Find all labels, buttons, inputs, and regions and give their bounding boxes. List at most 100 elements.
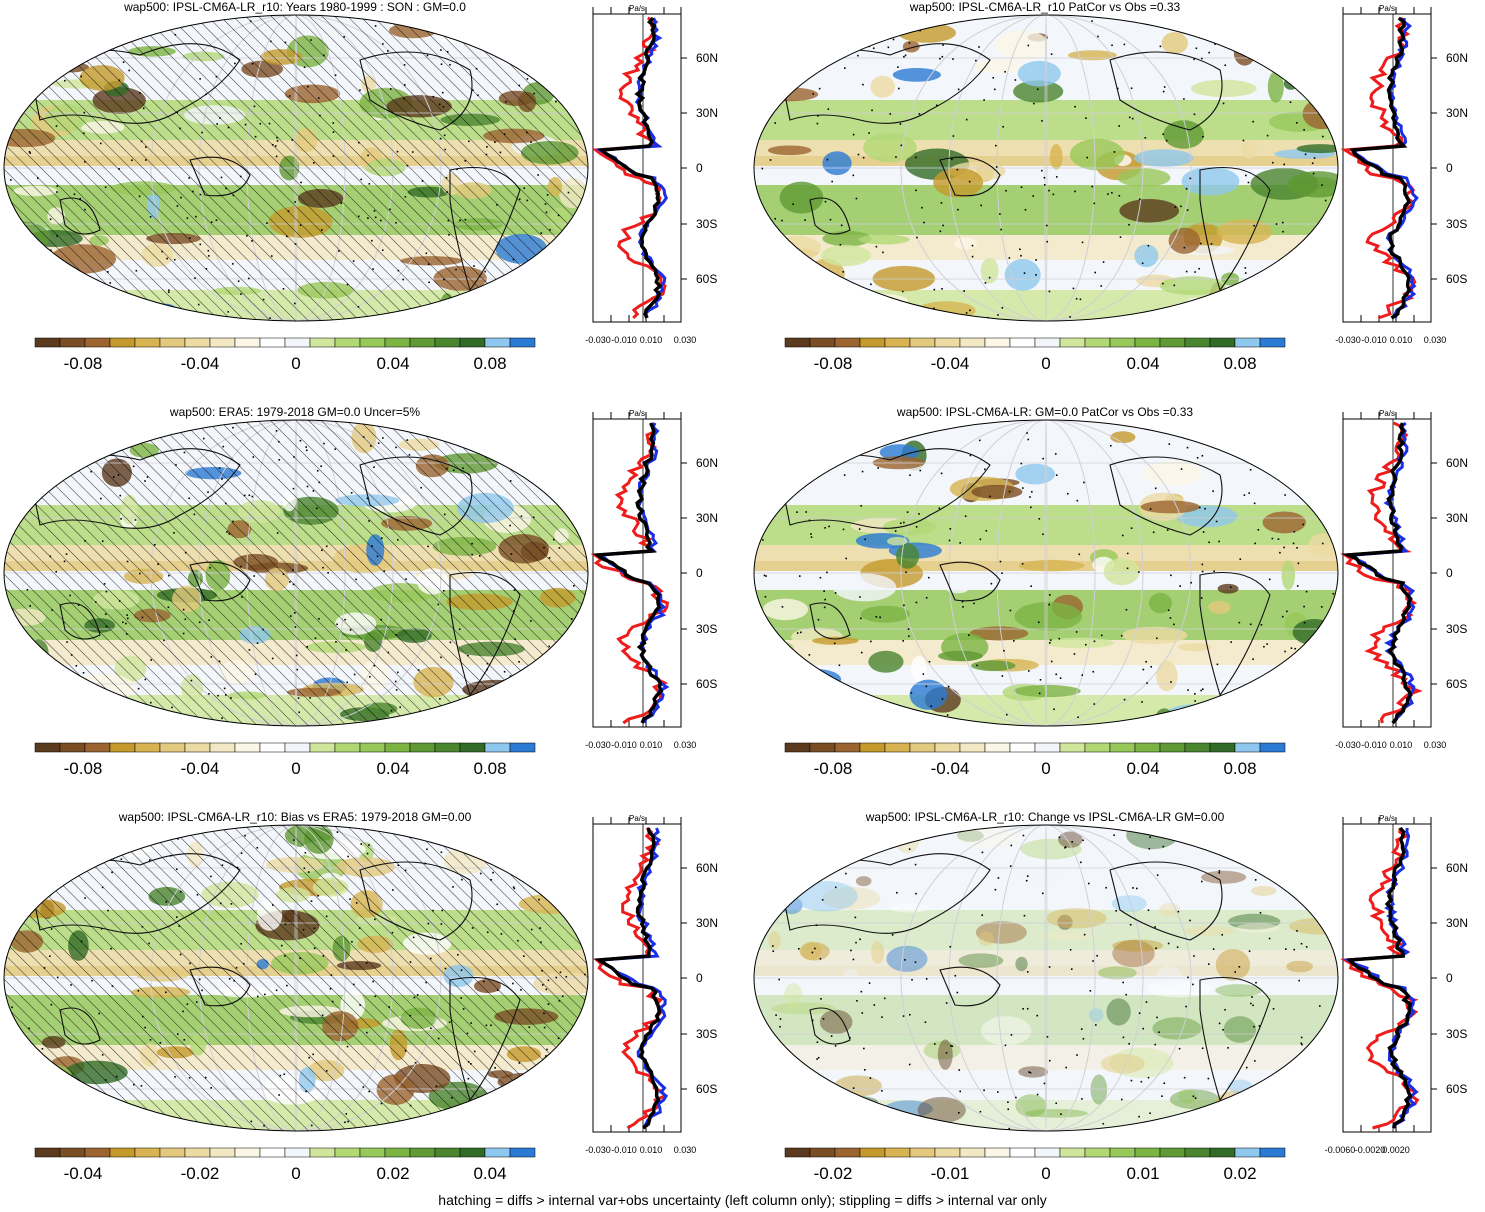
zonal-profile: Pa/s 60N 30N 0 30S 60S -0.030 -0.010 0.010 0.030 [585, 409, 718, 750]
profile-x-label: -0.030 [585, 740, 611, 750]
latitude-label: 0 [1446, 161, 1453, 175]
map-panel: wap500: IPSL-CM6A-LR: GM=0.0 PatCor vs O… [750, 405, 1485, 805]
profile-unit: Pa/s [629, 409, 645, 418]
map-figure: -0.08 -0.04 0 0.04 0.08 Pa/s 60N 30N 0 30S 60S -0.0… [3, 4, 718, 373]
panel-title: wap500: ERA5: 1979-2018 GM=0.0 Uncer=5% [169, 405, 421, 419]
latitude-label: 0 [696, 161, 703, 175]
latitude-label: 60S [1446, 1082, 1467, 1096]
colorbar-tick-label: -0.08 [64, 759, 103, 778]
latitude-label: 30S [696, 622, 717, 636]
panel-title: wap500: IPSL-CM6A-LR_r10 PatCor vs Obs =… [909, 0, 1181, 14]
profile-x-label: 0.0020 [1382, 1145, 1410, 1155]
latitude-label: 60S [696, 272, 717, 286]
colorbar-tick-label: -0.02 [181, 1164, 220, 1183]
map-panel: wap500: IPSL-CM6A-LR_r10: Years 1980-199… [0, 0, 740, 400]
panel-title: wap500: IPSL-CM6A-LR: GM=0.0 PatCor vs O… [896, 405, 1194, 419]
colorbar-tick-label: -0.04 [181, 759, 220, 778]
profile-x-label: -0.010 [611, 740, 637, 750]
colorbar: -0.04 -0.02 0 0.02 0.04 [34, 1147, 536, 1183]
colorbar-tick-label: 0.02 [1223, 1164, 1256, 1183]
colorbar-tick-label: 0.01 [1126, 1164, 1159, 1183]
profile-x-label: 0.010 [1390, 335, 1413, 345]
colorbar: -0.08 -0.04 0 0.04 0.08 [784, 742, 1286, 778]
latitude-label: 60S [1446, 272, 1467, 286]
latitude-label: 0 [1446, 971, 1453, 985]
latitude-label: 30N [1446, 916, 1468, 930]
latitude-label: 30S [696, 1027, 717, 1041]
latitude-label: 60N [1446, 861, 1468, 875]
profile-x-label: -0.030 [1335, 740, 1361, 750]
colorbar-tick-label: 0 [291, 759, 300, 778]
profile-x-label: -0.0020 [1355, 1145, 1386, 1155]
map-panel: wap500: IPSL-CM6A-LR_r10 PatCor vs Obs =… [750, 0, 1485, 400]
latitude-label: 30S [1446, 622, 1467, 636]
panel-title: wap500: IPSL-CM6A-LR_r10: Years 1980-199… [124, 0, 466, 14]
colorbar-tick-label: 0 [1041, 1164, 1050, 1183]
colorbar-tick-label: 0.04 [1126, 759, 1159, 778]
latitude-label: 0 [696, 566, 703, 580]
profile-x-label: 0.030 [674, 335, 697, 345]
colorbar-tick-label: 0.02 [376, 1164, 409, 1183]
latitude-label: 30N [696, 511, 718, 525]
latitude-label: 60N [1446, 51, 1468, 65]
latitude-label: 60S [696, 677, 717, 691]
profile-x-label: -0.010 [611, 335, 637, 345]
map-figure: -0.08 -0.04 0 0.04 0.08 Pa/s 60N 30N 0 30S 60S -0.0… [3, 409, 718, 778]
latitude-label: 60N [696, 861, 718, 875]
profile-unit: Pa/s [629, 4, 645, 13]
latitude-label: 0 [696, 971, 703, 985]
colorbar-tick-label: 0.04 [1126, 354, 1159, 373]
colorbar-tick-label: 0 [291, 1164, 300, 1183]
colorbar-tick-label: 0.04 [376, 354, 409, 373]
map-panel: wap500: ERA5: 1979-2018 GM=0.0 Uncer=5% -… [0, 405, 740, 805]
latitude-label: 60N [696, 456, 718, 470]
panel-title: wap500: IPSL-CM6A-LR_r10: Bias vs ERA5: … [118, 810, 472, 824]
zonal-profile: Pa/s 60N 30N 0 30S 60S -0.030 -0.010 0.010 0.030 [585, 4, 718, 345]
profile-x-label: -0.030 [585, 335, 611, 345]
zonal-profile: Pa/s 60N 30N 0 30S 60S -0.030 -0.010 0.010 0.030 [1335, 4, 1468, 345]
profile-x-label: 0.010 [1390, 740, 1413, 750]
map-field [754, 420, 1338, 726]
zonal-profile: Pa/s 60N 30N 0 30S 60S -0.030 -0.010 0.010 0.030 [1335, 409, 1468, 750]
colorbar-tick-label: 0.08 [473, 354, 506, 373]
zonal-profile: Pa/s 60N 30N 0 30S 60S -0.030 -0.010 0.010 0.030 [585, 814, 718, 1155]
profile-x-label: 0.030 [1424, 335, 1447, 345]
colorbar-tick-label: -0.02 [814, 1164, 853, 1183]
latitude-label: 30S [1446, 1027, 1467, 1041]
latitude-label: 30S [696, 217, 717, 231]
colorbar-tick-label: -0.04 [931, 759, 970, 778]
colorbar-tick-label: -0.04 [181, 354, 220, 373]
latitude-label: 30S [1446, 217, 1467, 231]
profile-unit: Pa/s [1379, 409, 1395, 418]
profile-x-label: -0.010 [1361, 740, 1387, 750]
map-figure: -0.08 -0.04 0 0.04 0.08 Pa/s 60N 30N 0 30S 60S -0.0… [753, 4, 1468, 373]
colorbar-tick-label: -0.08 [814, 354, 853, 373]
latitude-label: 0 [1446, 566, 1453, 580]
profile-x-label: -0.010 [1361, 335, 1387, 345]
profile-x-label: 0.030 [1424, 740, 1447, 750]
colorbar-tick-label: 0.04 [473, 1164, 506, 1183]
colorbar: -0.02 -0.01 0 0.01 0.02 [784, 1147, 1286, 1183]
colorbar-tick-label: -0.08 [814, 759, 853, 778]
map-figure: -0.04 -0.02 0 0.02 0.04 Pa/s 60N 30N 0 30S 60S -0.0… [3, 814, 718, 1183]
colorbar-tick-label: 0 [291, 354, 300, 373]
profile-unit: Pa/s [1379, 4, 1395, 13]
colorbar: -0.08 -0.04 0 0.04 0.08 [34, 337, 536, 373]
latitude-label: 60N [1446, 456, 1468, 470]
latitude-label: 30N [1446, 106, 1468, 120]
map-field [754, 825, 1338, 1131]
colorbar-tick-label: 0.08 [1223, 354, 1256, 373]
map-panel: wap500: IPSL-CM6A-LR_r10: Change vs IPSL… [750, 810, 1485, 1210]
colorbar-tick-label: 0.08 [1223, 759, 1256, 778]
map-field [754, 15, 1338, 321]
colorbar-tick-label: 0.04 [376, 759, 409, 778]
latitude-label: 30N [1446, 511, 1468, 525]
profile-x-label: 0.030 [674, 1145, 697, 1155]
profile-x-label: 0.010 [640, 1145, 663, 1155]
colorbar-tick-label: 0 [1041, 759, 1050, 778]
colorbar-tick-label: -0.01 [931, 1164, 970, 1183]
profile-x-label: 0.010 [640, 740, 663, 750]
colorbar-tick-label: 0.08 [473, 759, 506, 778]
map-field [4, 825, 588, 1131]
